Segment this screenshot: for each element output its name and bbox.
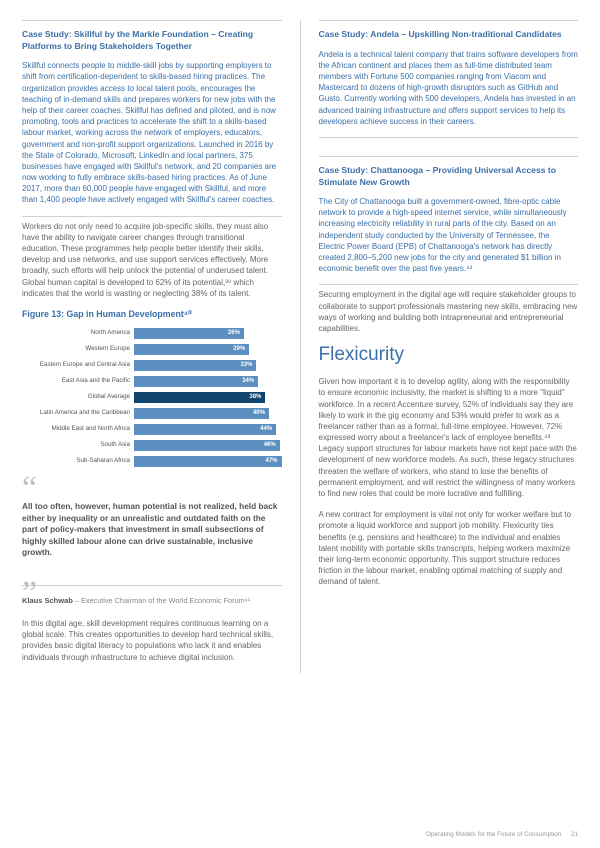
quote-open-icon: “ — [22, 479, 282, 497]
bar-fill: 46% — [134, 440, 280, 451]
bar-value: 47% — [265, 458, 277, 464]
bar-track: 33% — [134, 360, 282, 371]
bar-track: 40% — [134, 408, 282, 419]
bar-row: Eastern Europe and Central Asia 33% — [22, 360, 282, 371]
bar-label: Global Average — [22, 394, 134, 401]
bar-value: 26% — [228, 330, 240, 336]
body-paragraph: In this digital age, skill development r… — [22, 618, 282, 663]
page-footer: Operating Models for the Future of Consu… — [426, 831, 578, 838]
bar-row: Middle East and North Africa 44% — [22, 424, 282, 435]
bar-row: North America 26% — [22, 328, 282, 339]
bar-track: 46% — [134, 440, 282, 451]
bar-label: North America — [22, 330, 134, 337]
page-number: 21 — [571, 831, 578, 838]
bar-label: Eastern Europe and Central Asia — [22, 362, 134, 369]
bar-value: 29% — [233, 346, 245, 352]
case-study-body: The City of Chattanooga built a governme… — [319, 196, 579, 274]
bar-fill: 38% — [134, 392, 265, 403]
bar-value: 40% — [253, 410, 265, 416]
bar-value: 38% — [249, 394, 261, 400]
section-heading: Flexicurity — [319, 344, 579, 366]
case-study-body: Andela is a technical talent company tha… — [319, 49, 579, 127]
bar-row: Latin America and the Caribbean 40% — [22, 408, 282, 419]
bar-row: East Asia and the Pacific 34% — [22, 376, 282, 387]
body-paragraph: Workers do not only need to acquire job-… — [22, 221, 282, 299]
bar-value: 46% — [264, 442, 276, 448]
bar-fill: 34% — [134, 376, 258, 387]
bar-label: South Asia — [22, 442, 134, 449]
bar-value: 34% — [242, 378, 254, 384]
bar-label: Western Europe — [22, 346, 134, 353]
figure-title: Figure 13: Gap in Human Development⁴⁰ — [22, 309, 282, 320]
case-study-title: Case Study: Skillful by the Markle Found… — [22, 25, 282, 52]
right-column: Case Study: Andela – Upskilling Non-trad… — [319, 20, 579, 673]
body-paragraph: Given how important it is to develop agi… — [319, 376, 579, 499]
two-column-layout: Case Study: Skillful by the Markle Found… — [22, 20, 578, 673]
bar-row: Western Europe 29% — [22, 344, 282, 355]
footer-doc-title: Operating Models for the Future of Consu… — [426, 831, 561, 838]
bar-label: Latin America and the Caribbean — [22, 410, 134, 417]
quote-close-icon: „ — [22, 565, 282, 583]
body-paragraph: A new contract for employment is vital n… — [319, 509, 579, 587]
bar-track: 29% — [134, 344, 282, 355]
bar-value: 44% — [260, 426, 272, 432]
bar-track: 26% — [134, 328, 282, 339]
bar-track: 34% — [134, 376, 282, 387]
bar-chart: North America 26% Western Europe 29% Eastern… — [22, 328, 282, 467]
divider-line — [319, 156, 579, 157]
bar-track: 38% — [134, 392, 282, 403]
divider-line — [319, 137, 579, 138]
bar-row: Sub-Saharan Africa 47% — [22, 456, 282, 467]
divider-line — [22, 20, 282, 21]
quote-attribution: Klaus Schwab – Executive Chairman of the… — [22, 590, 282, 608]
bar-track: 44% — [134, 424, 282, 435]
bar-fill: 44% — [134, 424, 276, 435]
body-paragraph: Securing employment in the digital age w… — [319, 289, 579, 334]
bar-fill: 47% — [134, 456, 282, 467]
bar-fill: 26% — [134, 328, 244, 339]
attribution-role: – Executive Chairman of the World Econom… — [73, 596, 250, 605]
pull-quote: All too often, however, human potential … — [22, 501, 282, 559]
divider-line — [319, 284, 579, 285]
divider-line — [22, 216, 282, 217]
bar-fill: 40% — [134, 408, 269, 419]
column-divider — [300, 20, 301, 673]
bar-label: Sub-Saharan Africa — [22, 458, 134, 465]
bar-label: Middle East and North Africa — [22, 426, 134, 433]
bar-row: Global Average 38% — [22, 392, 282, 403]
bar-label: East Asia and the Pacific — [22, 378, 134, 385]
bar-row: South Asia 46% — [22, 440, 282, 451]
left-column: Case Study: Skillful by the Markle Found… — [22, 20, 282, 673]
case-study-body: Skillful connects people to middle-skill… — [22, 60, 282, 205]
bar-fill: 33% — [134, 360, 256, 371]
bar-track: 47% — [134, 456, 282, 467]
case-study-title: Case Study: Chattanooga – Providing Univ… — [319, 161, 579, 188]
divider-line — [319, 20, 579, 21]
case-study-title: Case Study: Andela – Upskilling Non-trad… — [319, 25, 579, 41]
attribution-name: Klaus Schwab — [22, 596, 73, 605]
bar-fill: 29% — [134, 344, 249, 355]
bar-value: 33% — [240, 362, 252, 368]
divider-line — [22, 585, 282, 586]
